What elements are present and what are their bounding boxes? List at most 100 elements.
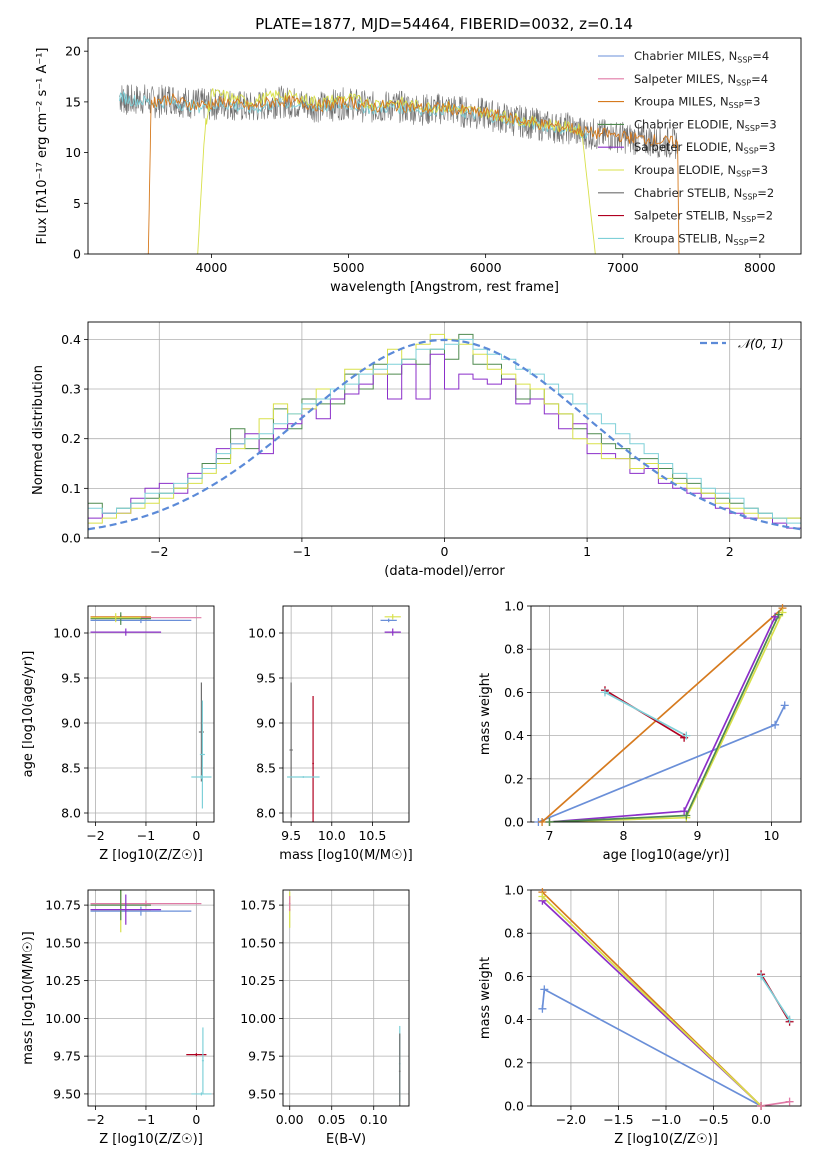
y-tick-label: 1.0 [504, 599, 524, 614]
y-tick-label: 5 [73, 196, 81, 211]
x-axis-label: age [log10(age/yr)] [603, 848, 730, 863]
x-tick-label: 8 [619, 828, 627, 843]
panel-age-vs-mass: 9.5 10.0 10.5 8.0 8.5 9.0 9.5 10.0 mass [log10(M… [248, 605, 413, 863]
y-tick-label: 0.3 [61, 382, 81, 397]
legend-entry-text: Kroupa STELIB, N [634, 231, 734, 245]
y-tick-label: 0 [73, 247, 81, 262]
x-tick-label: 7 [546, 828, 554, 843]
y-tick-label: 8.5 [61, 761, 81, 776]
spectrum-series-0 [119, 84, 678, 159]
data-point-marker [680, 807, 689, 816]
legend-entry-value: =3 [759, 140, 776, 154]
plot-area-residuals [88, 333, 801, 538]
spectrum-series-1 [119, 91, 596, 140]
axes-frame [530, 605, 802, 823]
x-axis-label: (data-model)/error [384, 564, 505, 579]
y-tick-label: 10.0 [248, 626, 276, 641]
x-axis-label: Z [log10(Z/Z☉)] [614, 1132, 718, 1147]
x-tick-label: 9 [693, 828, 701, 843]
data-point-marker [600, 688, 609, 697]
y-axis-label: age [log10(age/yr)] [21, 651, 36, 778]
x-tick-label: 7000 [607, 260, 639, 275]
legend-entry-text: Salpeter STELIB, N [634, 209, 741, 223]
y-tick-label: 0.6 [504, 969, 524, 984]
data-point-marker [682, 811, 691, 820]
y-tick-label: 10.25 [240, 973, 276, 988]
data-point-marker [757, 1102, 766, 1110]
x-tick-label: −2 [150, 544, 168, 559]
legend-entry-text: Chabrier STELIB, N [634, 186, 742, 200]
x-tick-label: −1 [293, 544, 311, 559]
panel-mass-vs-EBV: 0.00 0.05 0.10 9.50 9.75 10.00 10.25 10.50 10.75… [240, 889, 410, 1147]
x-axis-label: E(B-V) [326, 1132, 366, 1147]
figure-title: PLATE=1877, MJD=54464, FIBERID=0032, z=0… [255, 15, 633, 33]
x-tick-label: −0.5 [698, 1112, 728, 1127]
x-axis-label: mass [log10(M/M☉)] [279, 848, 412, 863]
y-tick-label: 1.0 [504, 883, 524, 898]
x-tick-label: 10.0 [318, 828, 346, 843]
x-tick-label: 2 [726, 544, 734, 559]
y-tick-label: 0.8 [504, 926, 524, 941]
legend-entry-subscript: SSP [744, 147, 759, 156]
plot-area-spectrum [119, 84, 680, 254]
legend-entry-subscript: SSP [741, 215, 756, 224]
y-tick-label: 9.5 [256, 671, 276, 686]
x-tick-label: −2.0 [556, 1112, 586, 1127]
data-point-marker [538, 892, 547, 901]
data-point-marker [540, 985, 549, 994]
x-tick-label: 0 [441, 544, 449, 559]
spectrum-series-3 [144, 93, 680, 254]
legend-entry-value: =4 [751, 72, 768, 86]
x-tick-label: −2 [86, 828, 104, 843]
panel-spectrum: 4000 5000 6000 7000 8000 0 5 10 15 20 wavelength [… [35, 37, 802, 295]
y-tick-label: 9.0 [256, 716, 276, 731]
panel-weight-vs-Z: −2.0 −1.5 −1.0 −0.5 0.0 0.0 0.2 0.4 0.6 0.8 1.0 Z [… [478, 883, 802, 1147]
data-point-marker [538, 1004, 547, 1013]
data-point-marker [780, 701, 789, 710]
histogram-series-3 [88, 338, 801, 538]
y-axis-label: mass weight [478, 673, 493, 755]
y-tick-label: 0.0 [504, 815, 524, 830]
x-axis-label: wavelength [Angstrom, rest frame] [330, 280, 559, 295]
panel-weight-vs-age: 7 8 9 10 0.0 0.2 0.4 0.6 0.8 1.0 age [log10(age/yr… [478, 599, 802, 863]
histogram-series-2 [88, 333, 801, 538]
legend-entry-text: Chabrier MILES, N [634, 49, 737, 63]
legend-entry-subscript: SSP [742, 192, 757, 201]
y-tick-label: 10 [65, 145, 81, 160]
x-axis-label: Z [log10(Z/Z☉)] [99, 848, 203, 863]
plot-area-age-vs-Z [90, 612, 212, 809]
y-tick-label: 9.50 [248, 1086, 276, 1101]
legend-entry-value: =2 [756, 209, 773, 223]
weight-series-6 [760, 975, 791, 1021]
plot-area-weight-vs-age [538, 607, 786, 822]
y-tick-label: 10.75 [240, 898, 276, 913]
y-tick-label: 0.0 [61, 531, 81, 546]
legend-entry-text: Kroupa MILES, N [634, 95, 729, 109]
axes-frame [87, 37, 802, 255]
y-tick-label: 0.2 [504, 771, 524, 786]
legend-entry: Kroupa STELIB, NSSP=2 [634, 231, 765, 247]
x-tick-label: 0.10 [360, 1112, 388, 1127]
y-tick-label: 10.00 [45, 1011, 81, 1026]
weight-series-4 [760, 1100, 790, 1106]
x-tick-label: 8000 [744, 260, 776, 275]
y-tick-label: 0.2 [504, 1055, 524, 1070]
legend-entry: Kroupa MILES, NSSP=3 [634, 95, 760, 111]
x-tick-label: 10 [763, 828, 779, 843]
y-tick-label: 20 [65, 44, 81, 59]
data-point-marker [774, 610, 783, 619]
axes-frame [87, 605, 215, 823]
y-tick-label: 9.75 [248, 1049, 276, 1064]
x-axis-label: Z [log10(Z/Z☉)] [99, 1132, 203, 1147]
y-tick-label: 8.0 [61, 806, 81, 821]
legend-entry-subscript: SSP [745, 124, 760, 133]
x-tick-label: 10.5 [358, 828, 386, 843]
x-tick-label: 5000 [333, 260, 365, 275]
x-tick-label: −1.5 [603, 1112, 633, 1127]
weight-series-3 [549, 612, 784, 822]
legend-entry: 𝒩(0, 1) [738, 336, 784, 351]
data-point-marker [538, 818, 547, 826]
y-tick-label: 0.4 [504, 728, 524, 743]
